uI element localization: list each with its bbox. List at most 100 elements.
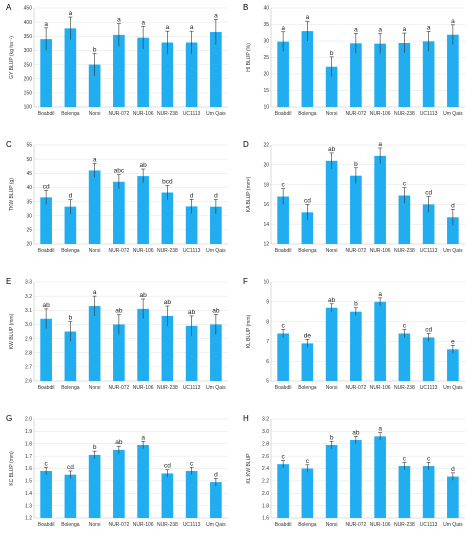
chart-f-svg: FKL BLUP (mm)5678910cBoabdildeBolengaabN… xyxy=(243,277,465,391)
x-tick-label: NUR-072 xyxy=(345,385,366,391)
y-tick-label: 15 xyxy=(263,88,269,94)
significance-label: c xyxy=(403,181,407,188)
x-tick-label: NUR-238 xyxy=(157,248,178,254)
x-tick-label: NUR-106 xyxy=(133,522,154,528)
significance-label: a xyxy=(93,289,97,296)
y-axis-label: KL BLUP (mm) xyxy=(246,314,252,348)
y-tick-label: 1.3 xyxy=(25,503,32,509)
significance-label: ab xyxy=(164,299,172,306)
significance-label: c xyxy=(306,458,310,465)
bar xyxy=(374,301,386,381)
significance-label: a xyxy=(378,426,382,433)
bar xyxy=(422,337,435,381)
x-tick-label: Norsi xyxy=(89,111,101,117)
significance-label: de xyxy=(304,332,312,339)
significance-label: d xyxy=(214,471,218,478)
y-tick-label: 30 xyxy=(26,213,32,219)
y-tick-label: 55 xyxy=(26,143,32,149)
panel-letter: G xyxy=(6,414,12,423)
significance-label: c xyxy=(282,182,286,189)
bar xyxy=(161,315,174,381)
significance-label: ab xyxy=(115,439,123,446)
y-tick-label: 1.2 xyxy=(25,516,32,522)
x-tick-label: Boabdil xyxy=(38,385,55,391)
y-tick-label: 22 xyxy=(263,143,269,149)
x-tick-label: Bolenga xyxy=(61,248,80,254)
bar xyxy=(113,34,125,107)
significance-label: a xyxy=(378,27,382,34)
x-tick-label: Bolenga xyxy=(298,111,317,117)
significance-label: abc xyxy=(114,168,125,175)
bar xyxy=(398,466,411,518)
chart-g-svg: G KC BLUP (mm) 1.2 1.3 1.4 1.5 1.6 1.7 1.8 1.9 2.0… xyxy=(6,414,228,528)
x-tick-label: Um Qais xyxy=(206,248,226,254)
y-tick-label: 3.2 xyxy=(25,294,32,300)
y-tick-label: 1.9 xyxy=(25,429,32,435)
significance-label: d xyxy=(190,192,194,199)
y-tick-label: 50 xyxy=(26,157,32,163)
x-tick-label: Bolenga xyxy=(298,385,317,391)
y-tick-label: 45 xyxy=(26,171,32,177)
bar xyxy=(137,37,149,108)
bar xyxy=(325,66,338,107)
y-tick-label: 1.7 xyxy=(25,454,32,460)
x-tick-label: Boabdil xyxy=(275,248,292,254)
significance-label: a xyxy=(214,12,218,19)
bar xyxy=(325,307,338,381)
bar xyxy=(447,217,459,244)
y-tick-label: 35 xyxy=(26,199,32,205)
bar xyxy=(398,42,411,108)
chart-panel-d: D KA BLUP (mm²) 12 14 16 18 20 22 c Boabdil cd Bole… xyxy=(237,137,474,274)
x-tick-label: Boabdil xyxy=(275,522,292,528)
bar xyxy=(113,181,125,244)
bar xyxy=(137,308,149,381)
significance-label: a xyxy=(141,434,145,441)
panel-letter: F xyxy=(243,277,248,286)
y-tick-label: 150 xyxy=(24,91,33,97)
chart-panel-e: E KW BLUP (mm) 2.6 2.7 2.8 2.9 3.0 3.1 3.2 3.3 ab B… xyxy=(0,274,237,411)
significance-label: cd xyxy=(164,463,171,470)
significance-label: a xyxy=(44,21,48,28)
y-tick-label: 3.3 xyxy=(25,280,32,286)
significance-label: d xyxy=(451,466,455,473)
y-tick-label: 20 xyxy=(26,242,32,248)
bar xyxy=(210,482,222,518)
significance-label: d xyxy=(214,193,218,200)
bar xyxy=(325,160,338,244)
x-tick-label: NUR-072 xyxy=(345,111,366,117)
bar xyxy=(447,34,459,108)
x-tick-label: NUR-106 xyxy=(370,385,391,391)
x-tick-label: Norsi xyxy=(326,111,338,117)
bar xyxy=(398,195,411,244)
significance-label: ab xyxy=(115,308,123,315)
y-tick-label: 30 xyxy=(263,39,269,45)
bar xyxy=(113,324,125,381)
significance-label: cd xyxy=(425,326,432,333)
x-tick-label: NUR-072 xyxy=(345,522,366,528)
y-tick-label: 300 xyxy=(24,48,33,54)
x-tick-label: NUR-106 xyxy=(133,248,154,254)
bar xyxy=(88,306,101,381)
significance-label: a xyxy=(190,24,194,31)
bar xyxy=(64,28,77,107)
x-tick-label: Boabdil xyxy=(275,385,292,391)
x-tick-label: Bolenga xyxy=(61,522,80,528)
x-tick-label: Bolenga xyxy=(61,111,80,117)
x-tick-label: Norsi xyxy=(89,248,101,254)
bar xyxy=(374,43,386,107)
significance-label: a xyxy=(354,26,358,33)
significance-label: a xyxy=(166,24,170,31)
y-tick-label: 2.6 xyxy=(262,454,269,460)
significance-label: a xyxy=(281,25,285,32)
x-tick-label: Bolenga xyxy=(298,248,317,254)
significance-label: a xyxy=(141,19,145,26)
y-tick-label: 9 xyxy=(266,300,269,306)
significance-label: b xyxy=(354,301,358,308)
significance-label: c xyxy=(427,455,431,462)
bar xyxy=(113,449,125,518)
bar xyxy=(185,42,198,107)
bar xyxy=(185,206,198,244)
y-tick-label: 200 xyxy=(24,76,33,82)
significance-label: b xyxy=(69,315,73,322)
